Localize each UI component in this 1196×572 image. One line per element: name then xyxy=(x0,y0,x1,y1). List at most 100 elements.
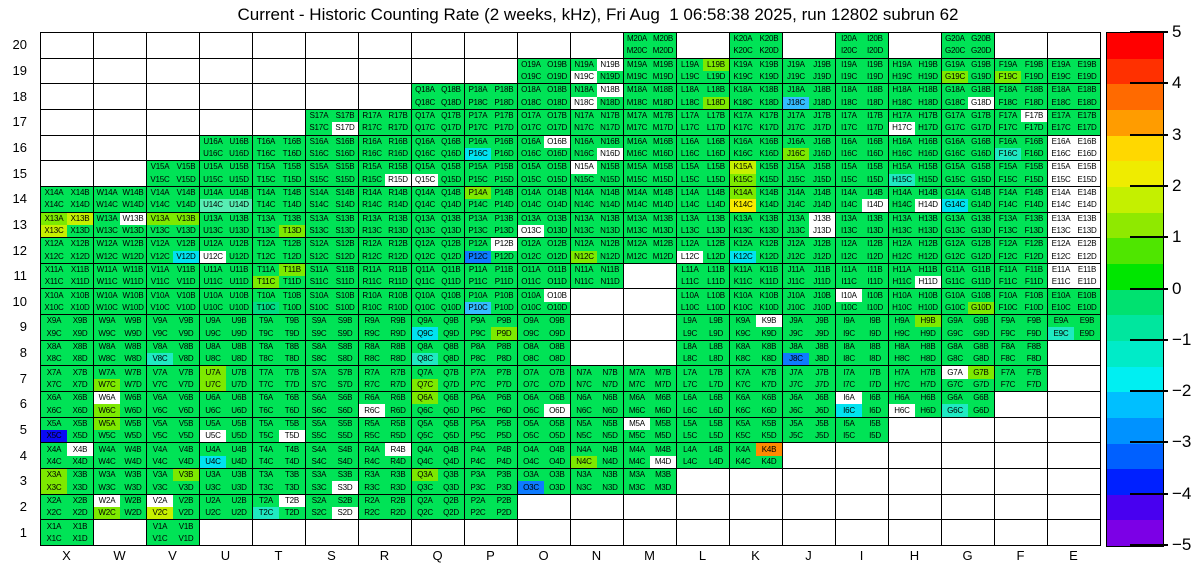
pad-K4C: K4C xyxy=(730,455,756,469)
pad-F11C: F11C xyxy=(995,276,1021,289)
pad-P2A: P2A xyxy=(465,494,491,508)
pad-O7D: O7D xyxy=(544,378,570,392)
pad-F18B: F18B xyxy=(1021,84,1047,97)
pad-L7A: L7A xyxy=(677,366,703,379)
y-tick-4: 4 xyxy=(19,447,27,463)
pad-V4B: V4B xyxy=(173,443,199,456)
pad-L6B: L6B xyxy=(703,392,729,405)
cell-O9: O9A O9B O9C O9D xyxy=(518,315,571,341)
cell-H19: H19A H19B H19C H19D xyxy=(889,58,942,85)
pad-G18D: G18D xyxy=(968,96,994,109)
pad-K20B: K20B xyxy=(756,33,782,46)
pad-L17C: L17C xyxy=(677,122,703,135)
pad-E10B: E10B xyxy=(1074,289,1100,302)
cell-V8: V8A V8B V8C V8D xyxy=(147,340,200,367)
cell-E7 xyxy=(1048,366,1101,393)
cell-L18: L18A L18B L18C L18D xyxy=(677,84,730,110)
pad-K5C: K5C xyxy=(730,430,756,443)
pad-L15D: L15D xyxy=(703,173,729,186)
pad-R14C: R14C xyxy=(359,199,385,212)
cell-F10: F10A F10B F10C F10D xyxy=(995,289,1048,316)
pad-K14D: K14D xyxy=(756,199,782,212)
pad-N5C: N5C xyxy=(571,430,597,443)
pad-K9D: K9D xyxy=(756,327,782,340)
pad-I10B: I10B xyxy=(862,289,888,302)
pad-M16B: M16B xyxy=(650,135,676,148)
cell-V1: V1A V1B V1C V1D xyxy=(147,520,200,546)
pad-O4A: O4A xyxy=(518,443,544,456)
colorbar-segment-18 xyxy=(1107,494,1163,521)
x-tick-N: N xyxy=(591,548,602,563)
cell-O18: O18A O18B O18C O18D xyxy=(518,84,571,110)
cell-Q8: Q8A Q8B Q8C Q8D xyxy=(412,340,465,367)
pad-N18A: N18A xyxy=(571,84,597,97)
pad-K13B: K13B xyxy=(756,212,782,225)
cell-K17: K17A K17B K17C K17D xyxy=(730,109,783,136)
pad-Q15D: Q15D xyxy=(438,173,464,186)
x-tick-U: U xyxy=(220,548,231,563)
cell-W8: W8A W8B W8C W8D xyxy=(94,340,147,367)
pad-K8D: K8D xyxy=(756,353,782,366)
pad-S13C: S13C xyxy=(306,224,332,238)
pad-E14B: E14B xyxy=(1074,186,1100,200)
y-tick-16: 16 xyxy=(12,139,27,155)
pad-K6B: K6B xyxy=(756,392,782,405)
pad-K11C: K11C xyxy=(730,276,756,289)
pad-R11D: R11D xyxy=(385,276,411,289)
cell-J2 xyxy=(783,494,836,521)
pad-E11A: E11A xyxy=(1048,263,1074,277)
pad-G11B: G11B xyxy=(968,263,994,277)
pad-K17C: K17C xyxy=(730,122,756,135)
pad-T14C: T14C xyxy=(253,199,279,212)
pad-J12D: J12D xyxy=(809,250,835,263)
pad-L11B: L11B xyxy=(703,263,729,277)
pad-H6A: H6A xyxy=(889,392,915,405)
pad-K9C: K9C xyxy=(730,327,756,340)
pad-V5A: V5A xyxy=(147,417,173,431)
pad-H19A: H19A xyxy=(889,58,915,71)
pad-L14C: L14C xyxy=(677,199,703,212)
pad-R3C: R3C xyxy=(359,481,385,494)
pad-U8D: U8D xyxy=(226,353,252,366)
pad-S3C: S3C xyxy=(306,481,332,494)
pad-T12D: T12D xyxy=(279,250,305,263)
pad-I12B: I12B xyxy=(862,238,888,251)
pad-L13C: L13C xyxy=(677,224,703,238)
pad-G16A: G16A xyxy=(942,135,968,148)
pad-X9D: X9D xyxy=(67,327,93,340)
pad-V9D: V9D xyxy=(173,327,199,340)
pad-V6B: V6B xyxy=(173,392,199,405)
cell-T17 xyxy=(253,109,306,136)
pad-P11A: P11A xyxy=(465,263,491,277)
pad-X9B: X9B xyxy=(67,315,93,328)
pad-U7D: U7D xyxy=(226,378,252,392)
cell-L8: L8A L8B L8C L8D xyxy=(677,340,730,367)
pad-K16C: K16C xyxy=(730,147,756,161)
colorbar-segment-14 xyxy=(1107,392,1163,418)
pad-Q5A: Q5A xyxy=(412,417,438,431)
pad-Q2B: Q2B xyxy=(438,494,464,508)
pad-S9A: S9A xyxy=(306,315,332,328)
pad-J14A: J14A xyxy=(783,186,809,200)
pad-U11A: U11A xyxy=(200,263,226,277)
pad-S7D: S7D xyxy=(332,378,358,392)
pad-M12A: M12A xyxy=(624,238,650,251)
cell-J8: J8A J8B J8C J8D xyxy=(783,340,836,367)
cell-O15: O15A O15B O15C O15D xyxy=(518,161,571,187)
pad-N7D: N7D xyxy=(597,378,623,392)
pad-P13D: P13D xyxy=(491,224,517,238)
pad-H7A: H7A xyxy=(889,366,915,379)
pad-N12A: N12A xyxy=(571,238,597,251)
pad-I11D: I11D xyxy=(862,276,888,289)
pad-F19D: F19D xyxy=(1021,70,1047,84)
pad-S16D: S16D xyxy=(332,147,358,161)
pad-H9A: H9A xyxy=(889,315,915,328)
pad-X13C: X13C xyxy=(41,224,67,238)
pad-O5D: O5D xyxy=(544,430,570,443)
pad-I7B: I7B xyxy=(862,366,888,379)
pad-X8B: X8B xyxy=(67,340,93,354)
cell-U13: U13A U13B U13C U13D xyxy=(200,212,253,239)
pad-K15B: K15B xyxy=(756,161,782,174)
pad-P6C: P6C xyxy=(465,404,491,417)
pad-V3D: V3D xyxy=(173,481,199,494)
